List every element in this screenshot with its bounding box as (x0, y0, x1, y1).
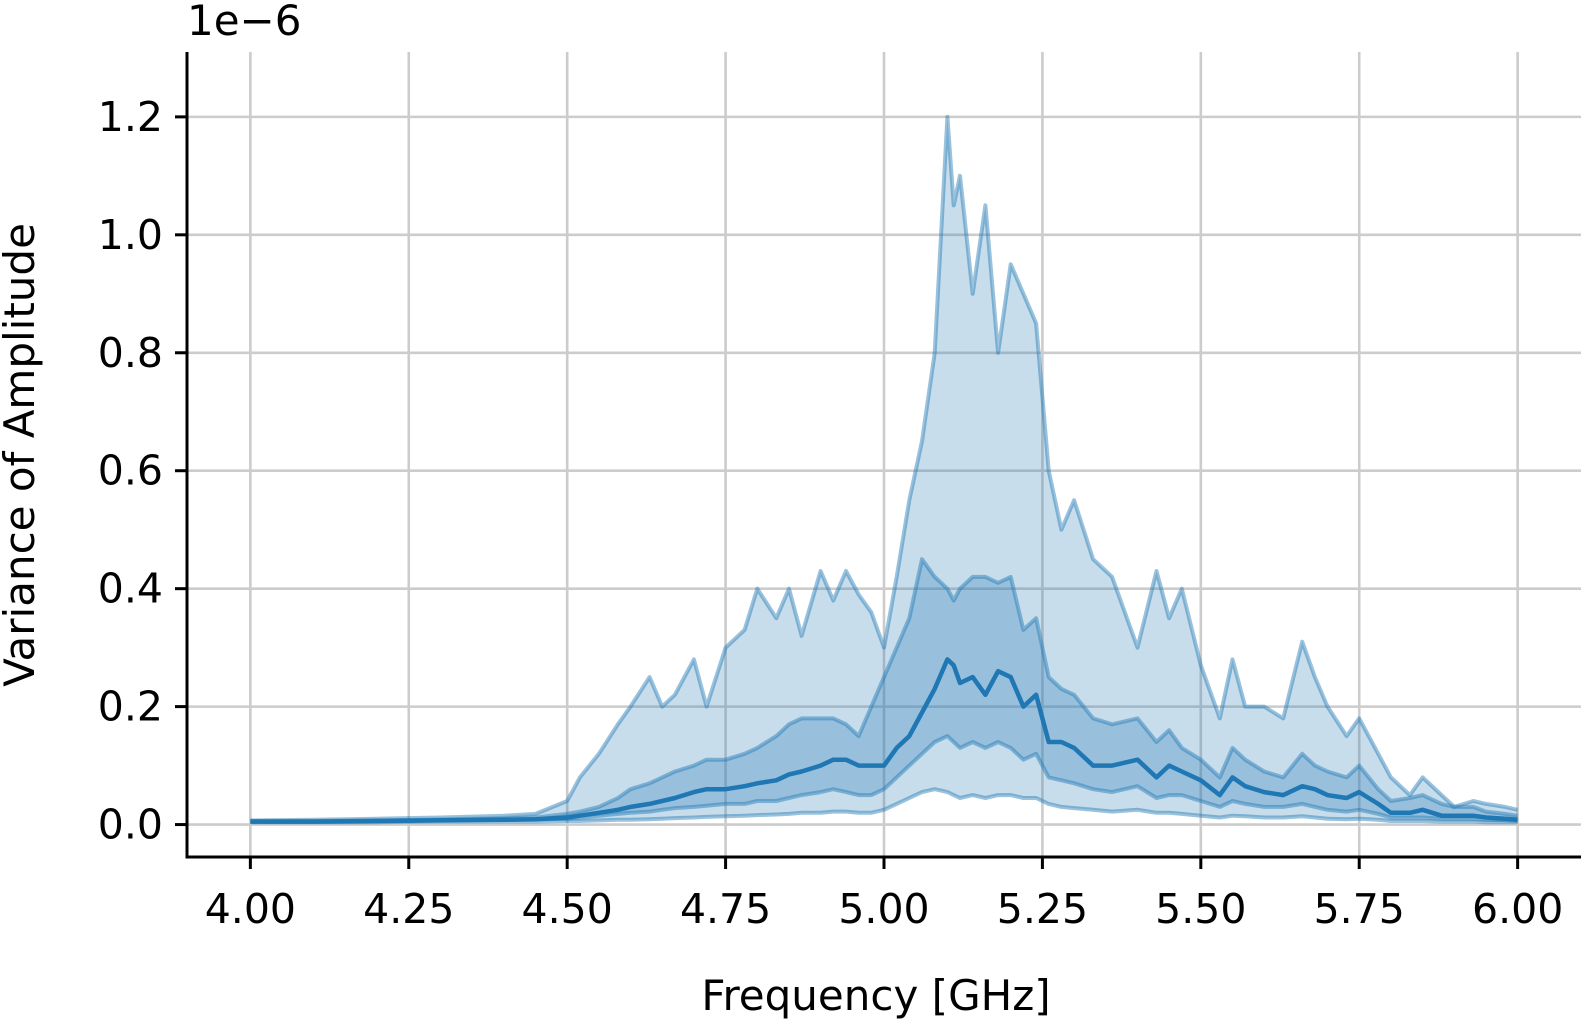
y-tick-label: 0.6 (98, 447, 163, 495)
axis-layer: 4.00 4.25 4.50 4.75 5.00 5.25 5.50 5.75 6.00 0.0 0… (98, 52, 1581, 933)
x-tick-label: 4.25 (363, 885, 454, 933)
grid-layer (187, 52, 1581, 857)
line-layer (250, 657, 1518, 824)
x-tick-label: 4.75 (680, 885, 771, 933)
y-tick-label: 0.2 (98, 683, 163, 731)
y-tick-label: 0.4 (98, 565, 163, 613)
y-axis-label: Variance of Amplitude (0, 223, 44, 687)
x-tick-label: 5.00 (838, 885, 929, 933)
band-layer (250, 114, 1519, 825)
x-tick-label: 6.00 (1472, 885, 1563, 933)
y-offset-label: 1e−6 (187, 0, 301, 45)
x-tick-label: 4.50 (522, 885, 613, 933)
x-axis-label: Frequency [GHz] (701, 971, 1050, 1020)
outer-band-lower-edge (250, 787, 1518, 825)
x-tick-label: 5.75 (1314, 885, 1405, 933)
y-tick-label: 0.8 (98, 329, 163, 377)
inner-band (250, 559, 1518, 822)
y-tick-label: 1.0 (98, 211, 163, 259)
outer-band (250, 116, 1518, 823)
x-tick-label: 5.50 (1155, 885, 1246, 933)
y-tick-label: 0.0 (98, 801, 163, 849)
inner-band-lower-edge (250, 734, 1518, 824)
mean-line (250, 657, 1518, 824)
x-tick-label: 5.25 (997, 885, 1088, 933)
x-tick-label: 4.00 (205, 885, 296, 933)
inner-band-upper-edge (250, 557, 1518, 823)
y-tick-label: 1.2 (98, 93, 163, 141)
outer-band-upper-edge (250, 114, 1519, 823)
